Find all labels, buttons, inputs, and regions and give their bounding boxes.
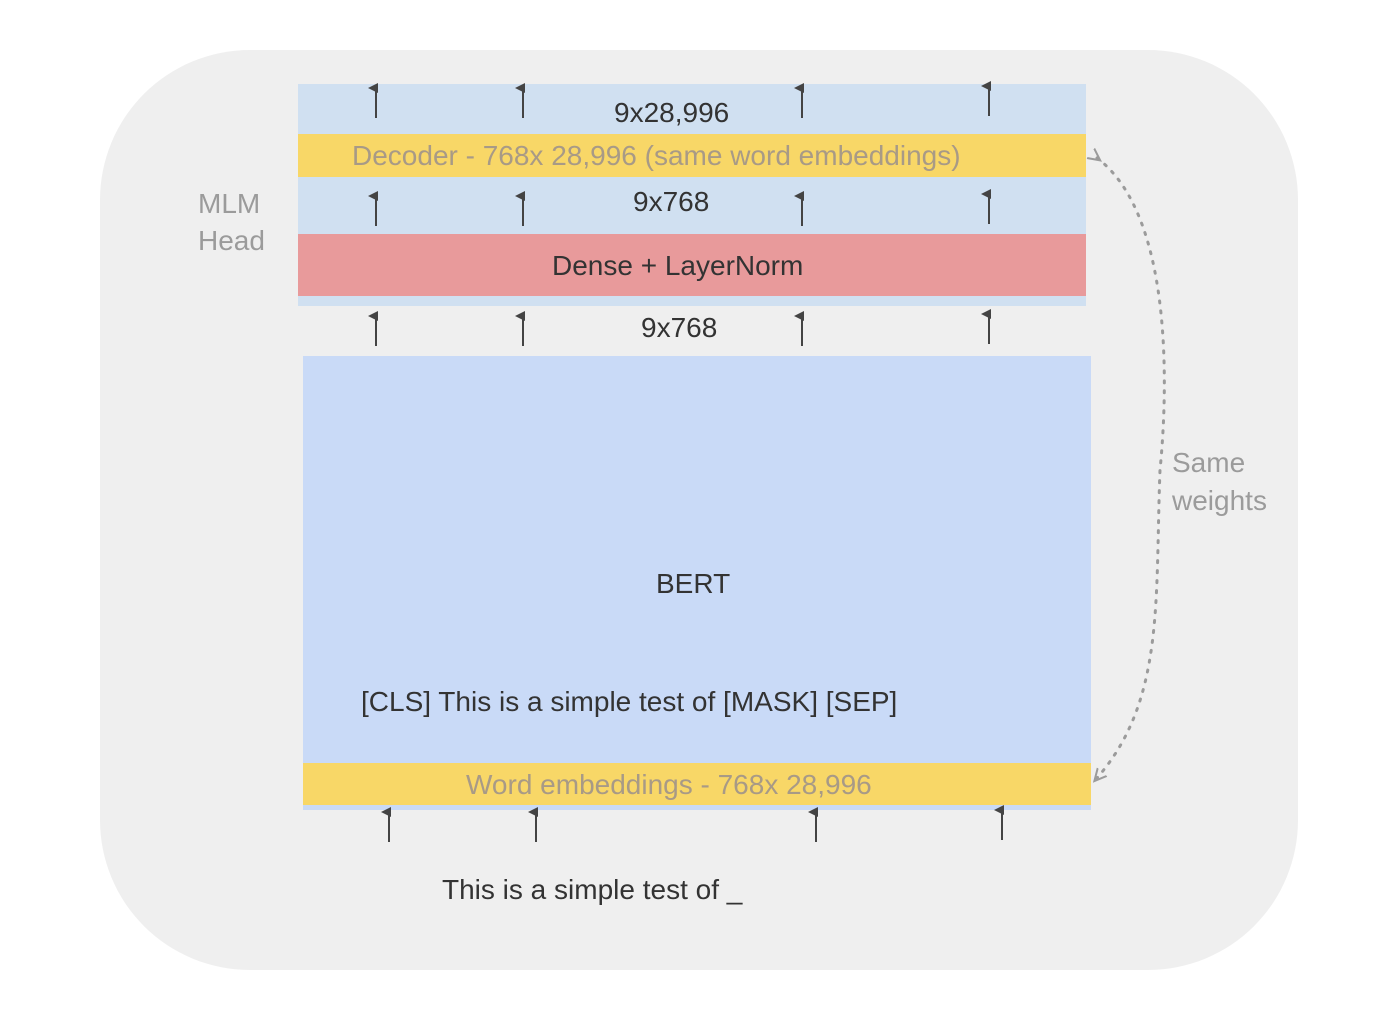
word-embeddings-bottom-strip (303, 805, 1091, 810)
same-weights-label-line1: Same (1172, 447, 1246, 478)
word-embeddings-label: Word embeddings - 768x 28,996 (466, 769, 872, 800)
mlm-head-label-line1: MLM (198, 188, 261, 219)
word-embeddings-band (303, 763, 1091, 805)
decoder-band (298, 134, 1086, 177)
decoder-label: Decoder - 768x 28,996 (same word embeddi… (352, 140, 961, 171)
masked-sequence-label: [CLS] This is a simple test of [MASK] [S… (361, 686, 898, 717)
hidden-shape-label-bottom: 9x768 (641, 312, 718, 343)
dense-layernorm-label: Dense + LayerNorm (552, 250, 804, 281)
hidden-shape-label-top: 9x768 (633, 186, 710, 217)
dense-bottom-strip (298, 296, 1086, 306)
output-shape-label: 9x28,996 (614, 97, 730, 128)
mlm-head-label-line2: Head (198, 225, 265, 256)
output-band (298, 84, 1086, 136)
bert-block (303, 356, 1091, 763)
dense-layernorm-band (298, 234, 1086, 296)
input-sentence: This is a simple test of _ (442, 874, 743, 905)
hidden-band-top (298, 177, 1086, 234)
bert-label: BERT (656, 568, 731, 599)
same-weights-label-line2: weights (1172, 485, 1267, 516)
